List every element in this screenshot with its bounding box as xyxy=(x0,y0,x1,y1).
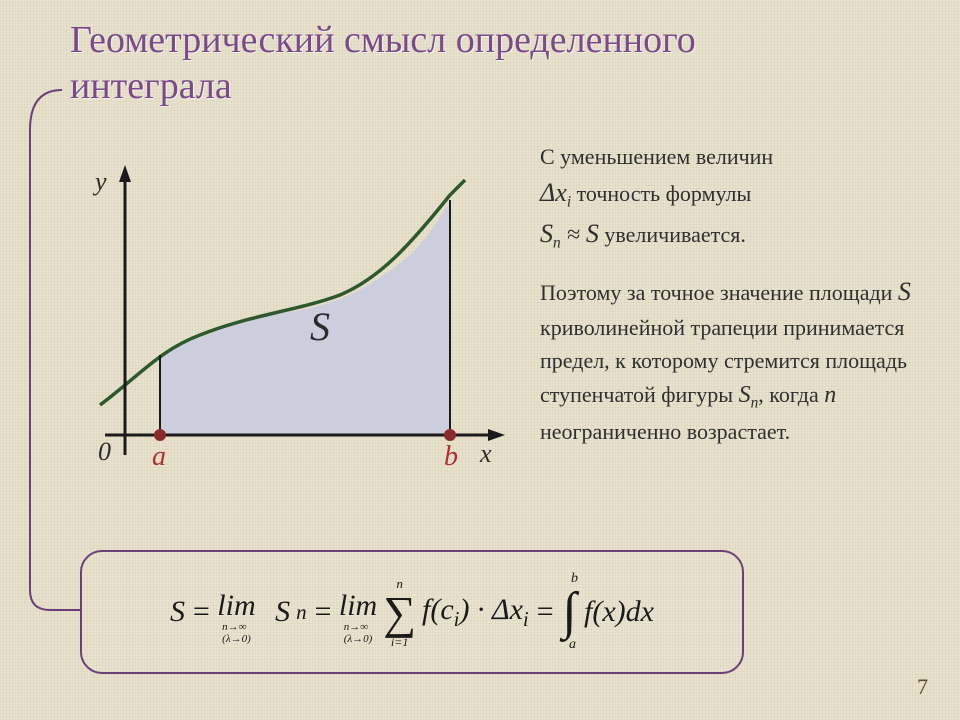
area-label: S xyxy=(310,304,330,349)
lim-1: lim n→∞(λ→0) xyxy=(217,579,255,645)
paragraph-2: Поэтому за точное значение площади S кри… xyxy=(540,272,940,448)
a-label: a xyxy=(152,441,166,472)
x-label: x xyxy=(479,439,492,468)
point-b xyxy=(444,429,456,441)
formula-box: S = lim n→∞(λ→0) Sn = lim n→∞(λ→0) n ∑ i… xyxy=(80,550,744,674)
lim-2: lim n→∞(λ→0) xyxy=(339,579,377,645)
title-line-1: Геометрический смысл определенного xyxy=(70,19,696,61)
title-line-2: интеграла xyxy=(70,65,232,107)
area-fill xyxy=(160,200,450,435)
explanation-text: С уменьшением величин Δxi точность форму… xyxy=(540,140,940,448)
paragraph-1: С уменьшением величин Δxi точность форму… xyxy=(540,140,940,254)
y-label: y xyxy=(92,167,107,196)
integral-symbol: b ∫ a xyxy=(561,572,578,652)
sum-symbol: n ∑ i=1 xyxy=(383,577,416,648)
formula: S = lim n→∞(λ→0) Sn = lim n→∞(λ→0) n ∑ i… xyxy=(170,572,654,652)
b-label: b xyxy=(444,441,458,472)
integral-chart: y x 0 a b S xyxy=(50,160,510,490)
page-title: Геометрический смысл определенного интег… xyxy=(70,18,696,109)
origin-label: 0 xyxy=(98,437,111,466)
y-axis-arrow xyxy=(119,165,131,182)
page-number: 7 xyxy=(917,674,928,700)
point-a xyxy=(154,429,166,441)
